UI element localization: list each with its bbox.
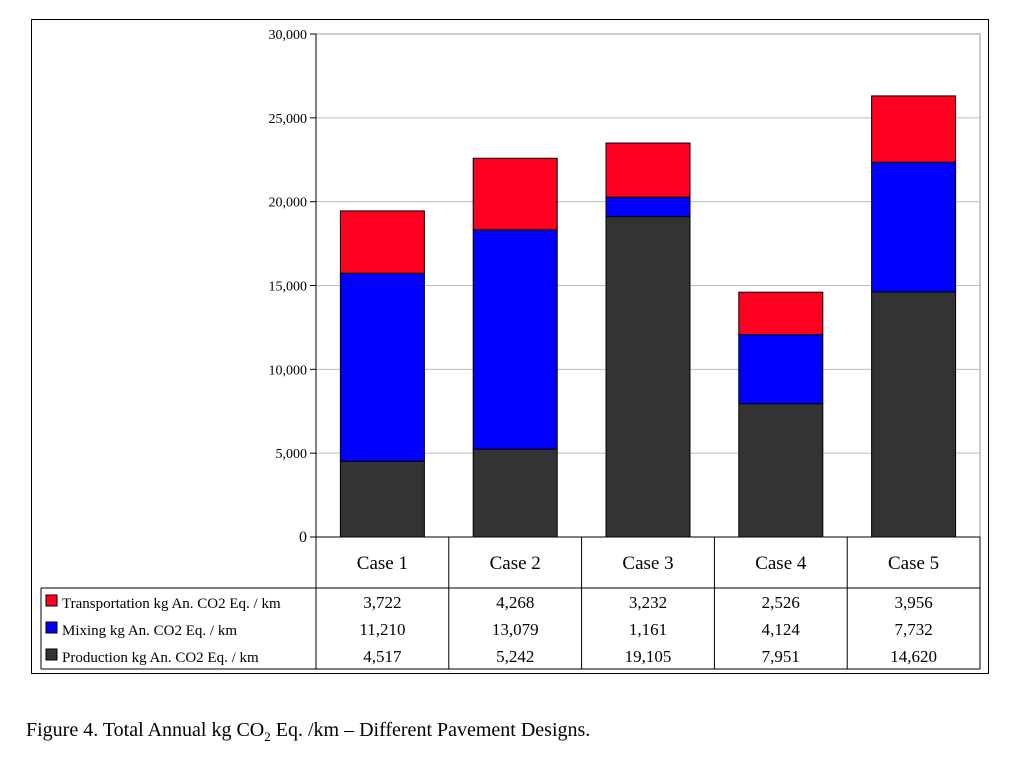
bar-segment	[738, 291, 824, 336]
caption-suffix: Eq. /km – Different Pavement Designs.	[270, 719, 591, 741]
bar-segment	[738, 334, 824, 405]
caption-prefix: Figure 4. Total Annual kg CO	[26, 719, 265, 741]
caption-subscript: 2	[264, 729, 271, 744]
bar-segment	[738, 403, 824, 538]
data-label: 11,210	[359, 620, 405, 639]
legend-label: Production kg An. CO2 Eq. / km	[62, 650, 259, 666]
data-label: 3,956	[894, 593, 932, 612]
y-tick-label: 15,000	[269, 280, 308, 295]
bar-segment	[605, 216, 691, 538]
data-table: Case 1 Case 2 Case 3 Case 4 Case 5 Transporta…	[40, 536, 981, 670]
bar-segment	[472, 448, 558, 538]
bars	[339, 95, 957, 538]
y-tick-label: 25,000	[269, 112, 308, 127]
data-label: 3,232	[629, 593, 667, 612]
data-label: 3,722	[363, 593, 401, 612]
y-tick-label: 30,000	[269, 28, 308, 43]
stacked-bar-chart: 0 5,000 10,000 15,000 20,000 25,000 30,000 Cas…	[40, 28, 981, 670]
bar-segment	[871, 95, 957, 163]
bar-segment	[472, 157, 558, 231]
bar-segment	[472, 229, 558, 450]
category-label: Case 5	[888, 553, 939, 574]
bar-segment	[871, 291, 957, 538]
bar-segment	[339, 272, 425, 462]
legend-label: Transportation kg An. CO2 Eq. / km	[62, 596, 281, 612]
legend-swatch	[45, 621, 58, 634]
data-label: 1,161	[629, 620, 667, 639]
legend-swatch	[45, 648, 58, 661]
category-label: Case 1	[357, 553, 408, 574]
data-label: 19,105	[625, 647, 672, 666]
axes: 0 5,000 10,000 15,000 20,000 25,000 30,000	[269, 28, 317, 546]
bar-segment	[605, 196, 691, 218]
data-label: 4,124	[762, 620, 801, 639]
figure-caption: Figure 4. Total Annual kg CO2 Eq. /km – …	[26, 719, 590, 745]
bar-segment	[605, 142, 691, 198]
data-label: 4,517	[363, 647, 402, 666]
category-label: Case 2	[490, 553, 541, 574]
data-label: 7,732	[894, 620, 932, 639]
data-label: 2,526	[762, 593, 800, 612]
y-tick-label: 20,000	[269, 196, 308, 211]
data-label: 4,268	[496, 593, 534, 612]
data-label: 14,620	[890, 647, 937, 666]
y-tick-label: 0	[299, 529, 307, 546]
y-tick-label: 5,000	[276, 447, 308, 462]
legend-label: Mixing kg An. CO2 Eq. / km	[62, 623, 237, 639]
data-label: 5,242	[496, 647, 534, 666]
data-label: 13,079	[492, 620, 539, 639]
bar-segment	[339, 460, 425, 538]
bar-segment	[339, 210, 425, 274]
category-label: Case 4	[755, 553, 807, 574]
category-label: Case 3	[622, 553, 673, 574]
legend-swatch	[45, 594, 58, 607]
data-label: 7,951	[762, 647, 800, 666]
chart-frame	[31, 19, 989, 674]
y-tick-label: 10,000	[269, 363, 308, 378]
bar-segment	[871, 161, 957, 293]
